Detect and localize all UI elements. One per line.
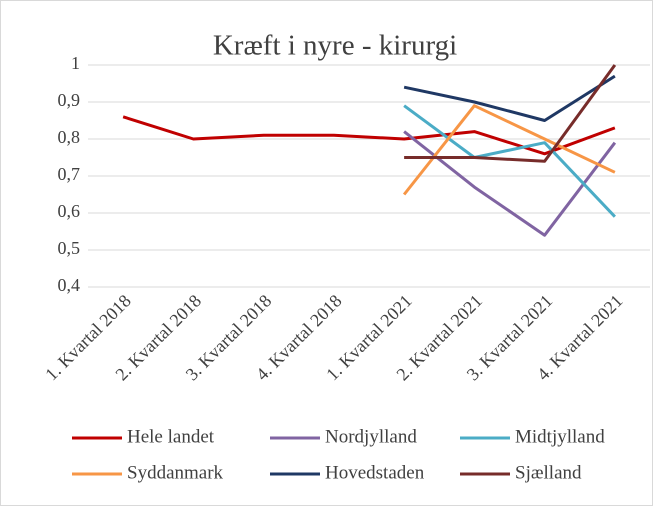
y-tick-label: 0,7 — [58, 164, 81, 184]
legend-label: Sjælland — [515, 462, 582, 483]
series-line — [404, 64, 617, 163]
y-tick-label: 0,4 — [58, 275, 81, 295]
series-line — [122, 115, 616, 156]
series-line — [403, 130, 617, 237]
y-tick-label: 0,8 — [58, 127, 81, 147]
series-line — [403, 74, 616, 122]
legend-label: Syddanmark — [127, 462, 224, 483]
legend-label: Nordjylland — [325, 426, 417, 447]
series-line — [402, 104, 616, 196]
y-tick-label: 1 — [71, 53, 80, 73]
y-tick-label: 0,9 — [58, 90, 81, 110]
chart-title: Kræft i nyre - kirurgi — [213, 30, 457, 62]
y-tick-label: 0,6 — [58, 201, 81, 221]
series-line — [403, 104, 616, 218]
legend-label: Midtjylland — [515, 426, 605, 447]
legend-label: Hele landet — [127, 426, 215, 447]
y-tick-label: 0,5 — [58, 238, 81, 258]
legend-label: Hovedstaden — [325, 462, 425, 483]
